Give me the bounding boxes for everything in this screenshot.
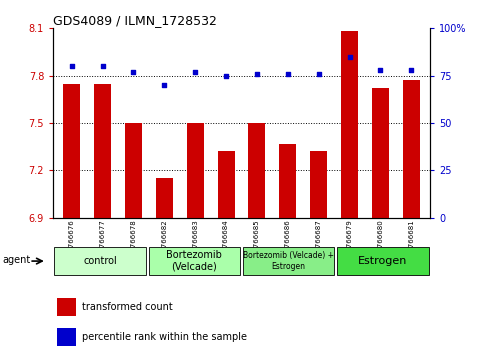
Point <box>253 71 261 76</box>
Bar <box>337 247 428 275</box>
Bar <box>149 247 240 275</box>
Point <box>315 71 323 76</box>
Text: percentile rank within the sample: percentile rank within the sample <box>82 332 247 342</box>
Bar <box>243 247 334 275</box>
Point <box>284 71 292 76</box>
Text: Bortezomib (Velcade) +
Estrogen: Bortezomib (Velcade) + Estrogen <box>243 251 334 271</box>
Bar <box>372 88 389 218</box>
Bar <box>217 152 235 218</box>
Bar <box>57 328 76 346</box>
Bar <box>94 84 111 218</box>
Bar <box>341 32 358 218</box>
Bar <box>125 123 142 218</box>
Point <box>129 69 137 75</box>
Bar <box>57 298 76 316</box>
Text: GDS4089 / ILMN_1728532: GDS4089 / ILMN_1728532 <box>53 14 217 27</box>
Bar <box>55 247 146 275</box>
Point <box>99 63 106 69</box>
Bar <box>248 123 266 218</box>
Text: Estrogen: Estrogen <box>358 256 408 266</box>
Text: control: control <box>84 256 117 266</box>
Text: agent: agent <box>3 255 31 264</box>
Point <box>222 73 230 79</box>
Bar <box>63 84 80 218</box>
Text: Bortezomib
(Velcade): Bortezomib (Velcade) <box>167 250 222 272</box>
Bar <box>310 152 327 218</box>
Point <box>160 82 168 88</box>
Bar <box>279 143 296 218</box>
Bar <box>403 80 420 218</box>
Text: transformed count: transformed count <box>82 302 172 312</box>
Point <box>408 67 415 73</box>
Point <box>377 67 384 73</box>
Point <box>346 54 354 59</box>
Point <box>191 69 199 75</box>
Bar <box>156 178 173 218</box>
Point <box>68 63 75 69</box>
Bar <box>187 123 204 218</box>
